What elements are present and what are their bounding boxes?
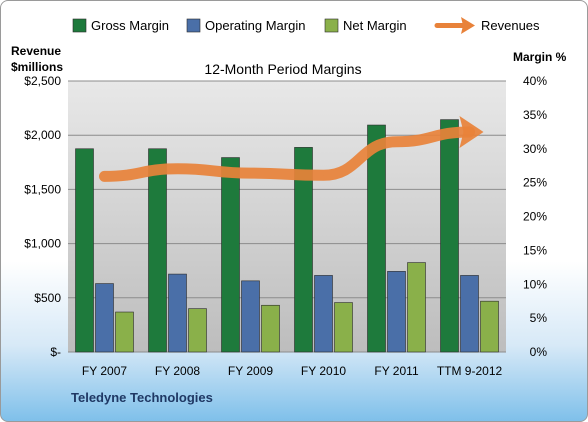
right-axis-ticks: 0% 5% 10% 15% 20% 25% 30% 35% 40% bbox=[523, 74, 547, 359]
revenues-legend-label: Revenues bbox=[481, 18, 540, 33]
category-label: FY 2011 bbox=[374, 364, 419, 378]
gross-margin-bar bbox=[75, 148, 94, 353]
gross-margin-bar bbox=[148, 148, 167, 353]
operating-margin-bar bbox=[168, 273, 187, 353]
operating-margin-bar bbox=[241, 280, 260, 353]
category-label: TTM 9-2012 bbox=[437, 364, 503, 378]
revenue-line-arrowhead bbox=[459, 115, 484, 148]
category-labels: FY 2007 FY 2008 FY 2009 FY 2010 FY 2011 TTM 9… bbox=[82, 364, 503, 378]
left-tick-label: $- bbox=[50, 345, 61, 359]
category-label: FY 2008 bbox=[155, 364, 200, 378]
operating-margin-bar bbox=[95, 283, 114, 353]
right-tick-label: 20% bbox=[523, 210, 547, 224]
operating-margin-bar bbox=[387, 271, 406, 353]
operating-margin-bar bbox=[460, 275, 479, 353]
net-margin-bar bbox=[480, 300, 499, 353]
operating-margin-bar bbox=[314, 275, 333, 353]
legend: Gross Margin Operating Margin Net Margin Re… bbox=[72, 17, 540, 34]
left-axis-label-line1: Revenue bbox=[11, 44, 61, 58]
gross-margin-bar bbox=[367, 124, 386, 353]
gross-margin-bar bbox=[440, 119, 459, 353]
left-tick-label: $2,500 bbox=[24, 74, 61, 88]
operating-margin-legend-swatch bbox=[186, 18, 201, 33]
right-tick-label: 30% bbox=[523, 142, 547, 156]
right-tick-label: 35% bbox=[523, 108, 547, 122]
left-tick-label: $1,500 bbox=[24, 182, 61, 196]
right-tick-label: 0% bbox=[530, 345, 548, 359]
left-axis-label-line2: $millions bbox=[11, 60, 63, 74]
net-margin-bar bbox=[188, 308, 207, 353]
net-margin-bar bbox=[334, 302, 353, 353]
gridlines bbox=[68, 80, 506, 353]
category-label: FY 2010 bbox=[301, 364, 346, 378]
right-axis-label: Margin % bbox=[513, 50, 567, 64]
chart-title: 12-Month Period Margins bbox=[204, 61, 361, 77]
net-margin-bar bbox=[407, 262, 426, 353]
left-tick-label: $1,000 bbox=[24, 237, 61, 251]
right-tick-label: 40% bbox=[523, 74, 547, 88]
company-name: Teledyne Technologies bbox=[71, 390, 213, 405]
revenue-line-path bbox=[99, 126, 475, 182]
net-margin-bar bbox=[261, 304, 280, 353]
left-tick-label: $2,000 bbox=[24, 128, 61, 142]
right-tick-label: 15% bbox=[523, 243, 547, 257]
right-tick-label: 5% bbox=[530, 311, 548, 325]
category-label: FY 2009 bbox=[228, 364, 273, 378]
net-margin-legend-swatch bbox=[324, 18, 339, 33]
gross-margin-legend-label: Gross Margin bbox=[91, 18, 169, 33]
net-margin-legend-label: Net Margin bbox=[343, 18, 407, 33]
right-tick-label: 10% bbox=[523, 277, 547, 291]
category-label: FY 2007 bbox=[82, 364, 127, 378]
gross-margin-legend-swatch bbox=[72, 18, 87, 33]
bars bbox=[75, 119, 499, 353]
right-tick-label: 25% bbox=[523, 176, 547, 190]
revenues-legend-arrow bbox=[461, 17, 475, 34]
left-tick-label: $500 bbox=[34, 291, 61, 305]
gross-margin-bar bbox=[221, 157, 240, 353]
left-axis-ticks: $- $500 $1,000 $1,500 $2,000 $2,500 bbox=[24, 74, 61, 359]
operating-margin-legend-label: Operating Margin bbox=[205, 18, 305, 33]
revenue-line bbox=[99, 115, 484, 182]
plot-area bbox=[68, 81, 506, 352]
net-margin-bar bbox=[115, 311, 134, 353]
gross-margin-bar bbox=[294, 147, 313, 353]
